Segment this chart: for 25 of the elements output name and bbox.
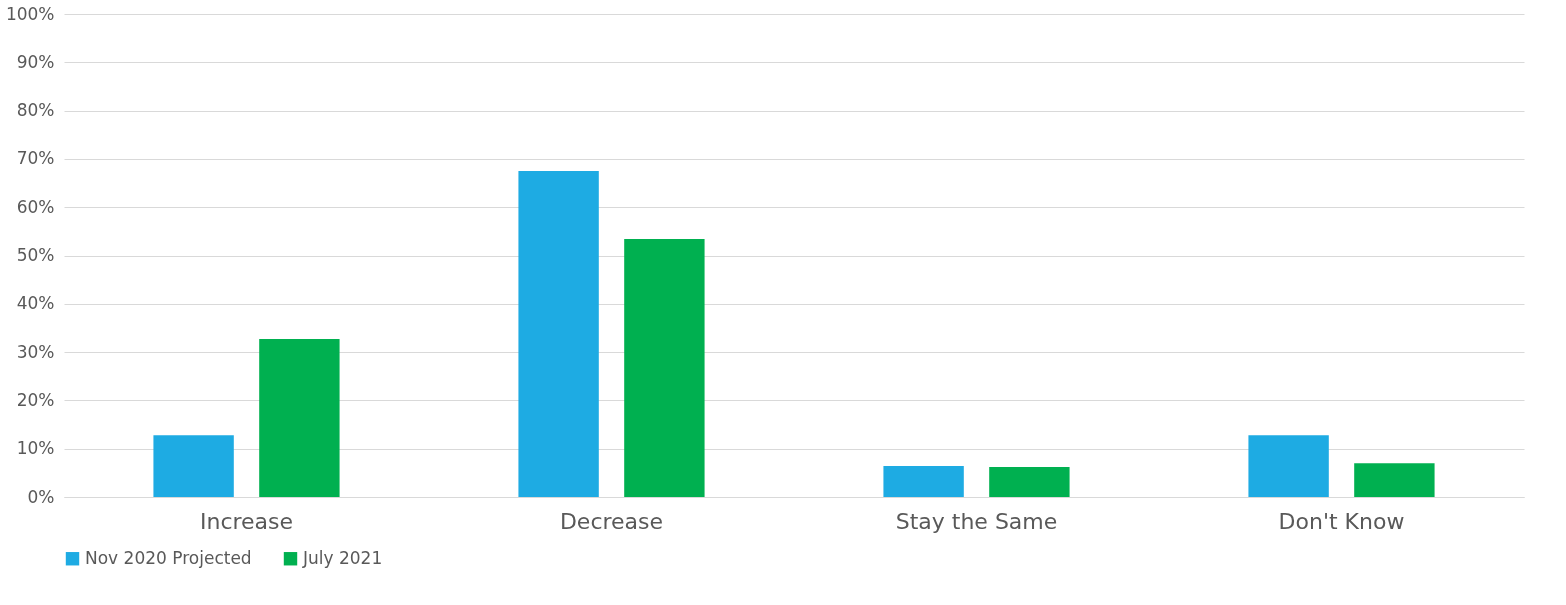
y-tick-label: 80% — [16, 100, 55, 121]
y-tick-label: 20% — [16, 389, 55, 410]
legend-label: July 2021 — [302, 547, 383, 568]
x-tick-label: Increase — [199, 508, 294, 534]
x-tick-label: Decrease — [559, 508, 664, 534]
y-tick-label: 60% — [16, 196, 55, 217]
y-tick-label: 40% — [16, 293, 55, 314]
y-tick-label: 0% — [27, 486, 55, 507]
bar — [883, 466, 964, 497]
y-tick-label: 50% — [16, 245, 55, 265]
x-tick-label: Stay the Same — [895, 508, 1058, 534]
bar — [153, 435, 234, 497]
y-tick-label: 100% — [5, 3, 55, 24]
bar — [1248, 435, 1329, 497]
bar — [624, 239, 705, 497]
y-tick-label: 70% — [16, 148, 55, 169]
y-tick-label: 10% — [16, 438, 55, 459]
bar — [1354, 463, 1435, 497]
y-tick-label: 90% — [16, 51, 55, 72]
bar — [518, 170, 599, 497]
legend-label: Nov 2020 Projected — [85, 547, 252, 568]
bar — [989, 467, 1070, 497]
bar — [259, 339, 340, 497]
x-tick-label: Don't Know — [1278, 508, 1405, 534]
y-tick-label: 30% — [16, 341, 55, 362]
